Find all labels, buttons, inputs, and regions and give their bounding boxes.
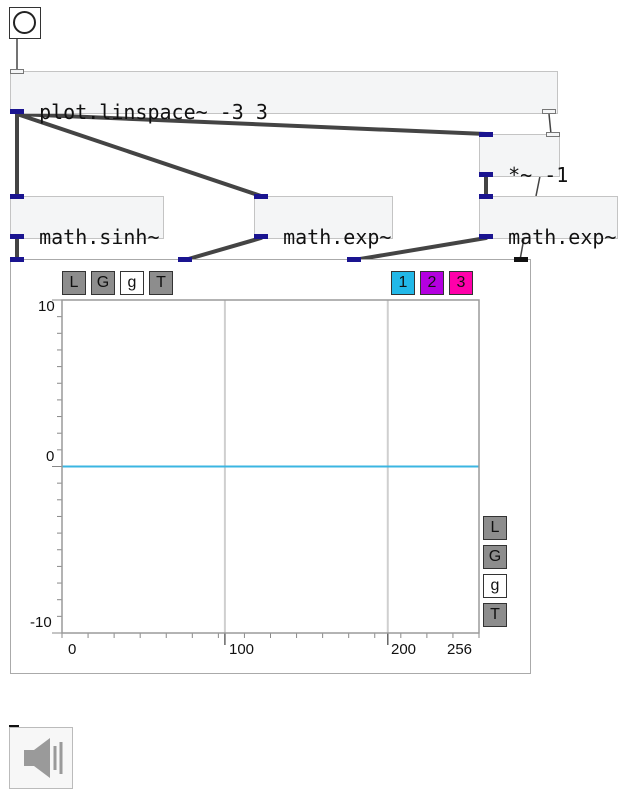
channel-2-button[interactable]: 2 [420, 271, 444, 295]
bang-circle-icon [13, 11, 36, 34]
plot-side-button-minor-grid[interactable]: g [483, 574, 507, 598]
channel-3-button[interactable]: 3 [449, 271, 473, 295]
multiply-object[interactable]: *~ -1 [479, 134, 568, 185]
plot-frame [61, 299, 480, 634]
exp-label-2: math.exp~ [508, 225, 617, 249]
plot-side-button-ticks[interactable]: T [483, 603, 507, 627]
plot-button-grid[interactable]: G [91, 271, 115, 295]
x-tick-label-0: 0 [68, 641, 77, 658]
y-tick-label-min: -10 [30, 614, 52, 631]
linspace-label: plot.linspace~ -3 3 [39, 100, 268, 124]
plot-side-button-log[interactable]: L [483, 516, 507, 540]
plot-side-button-ticks-label: T [490, 606, 500, 623]
exp-2-outlet[interactable] [479, 234, 493, 239]
exp-label-1: math.exp~ [283, 225, 392, 249]
linspace-control-outlet[interactable] [542, 109, 556, 114]
exp-1-inlet[interactable] [254, 194, 268, 199]
plot-inlet-3[interactable] [347, 257, 361, 262]
speaker-icon [24, 738, 63, 778]
cord-linspace-mul [15, 112, 488, 136]
cord-control-mul [548, 113, 552, 135]
linspace-outlet[interactable] [10, 109, 24, 114]
plot-side-button-minor-grid-label: g [490, 577, 500, 594]
multiply-inlet-right[interactable] [546, 132, 560, 137]
plot-side-button-grid-label: G [488, 548, 502, 565]
cord-control-exp2 [535, 175, 541, 197]
cord-exp1-plot [183, 236, 263, 262]
x-tick-label-100: 100 [229, 641, 255, 658]
plot-inlet-1[interactable] [10, 257, 24, 262]
multiply-inlet-left[interactable] [479, 132, 493, 137]
cord-linspace-exp1 [15, 112, 263, 198]
plot-button-minor-grid[interactable]: g [120, 271, 144, 295]
plot-inlet-2[interactable] [178, 257, 192, 262]
sinh-inlet[interactable] [10, 194, 24, 199]
cord-exp2-plot [352, 236, 488, 262]
channel-1-button[interactable]: 1 [391, 271, 415, 295]
exp-1-outlet[interactable] [254, 234, 268, 239]
plot-button-minor-grid-label: g [127, 274, 137, 291]
plot-inlet-control[interactable] [514, 257, 528, 262]
multiply-label: *~ -1 [508, 163, 569, 187]
exp-object-2[interactable]: math.exp~ [479, 196, 618, 247]
plot-button-ticks[interactable]: T [149, 271, 173, 295]
y-tick-label-zero: 0 [46, 448, 55, 465]
channel-1-label: 1 [398, 274, 408, 291]
channel-2-label: 2 [427, 274, 437, 291]
sinh-label: math.sinh~ [39, 225, 160, 249]
plot-button-log[interactable]: L [62, 271, 86, 295]
x-tick-label-200: 200 [391, 641, 417, 658]
sinh-outlet[interactable] [10, 234, 24, 239]
plot-side-button-grid[interactable]: G [483, 545, 507, 569]
exp-object-1[interactable]: math.exp~ [254, 196, 393, 247]
cord-control-plot [519, 237, 525, 261]
channel-3-label: 3 [456, 274, 466, 291]
exp-2-inlet[interactable] [479, 194, 493, 199]
y-tick-label-max: 10 [38, 298, 55, 315]
sinh-object[interactable]: math.sinh~ [10, 196, 164, 247]
linspace-inlet[interactable] [10, 69, 24, 74]
dac-speaker-button[interactable] [9, 727, 73, 789]
multiply-outlet[interactable] [479, 172, 493, 177]
plot-button-grid-label: G [96, 274, 110, 291]
x-tick-label-256: 256 [447, 641, 473, 658]
plot-button-ticks-label: T [156, 274, 166, 291]
bang-button[interactable] [9, 7, 41, 39]
plot-side-button-log-label: L [490, 519, 500, 536]
plot-button-log-label: L [69, 274, 79, 291]
linspace-object[interactable]: plot.linspace~ -3 3 [10, 71, 558, 122]
